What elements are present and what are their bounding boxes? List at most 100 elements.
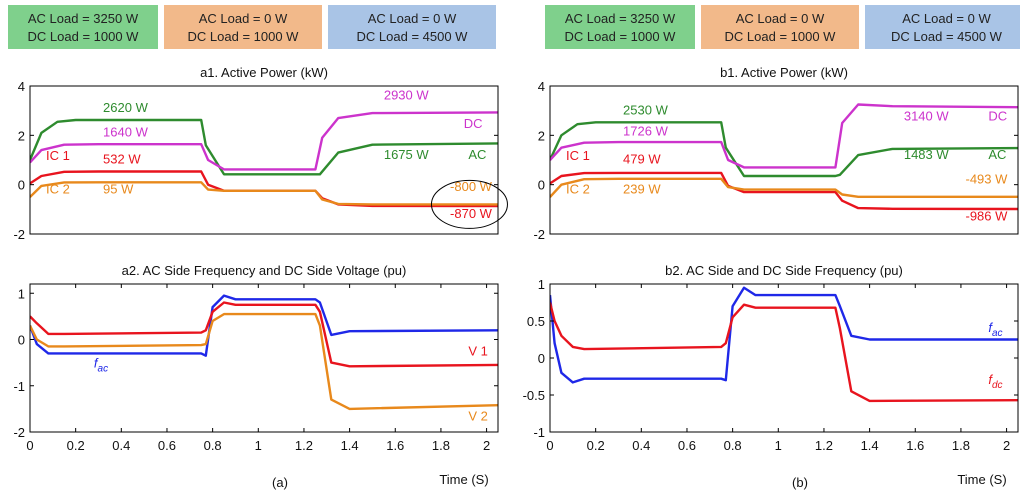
x-axis-label-a: Time (S) <box>439 472 488 487</box>
annotation-label: IC 1 <box>566 148 590 163</box>
load-box: AC Load = 0 W DC Load = 1000 W <box>701 5 859 49</box>
x-tick-label: 0.8 <box>724 438 742 453</box>
annotation-label: 1483 W <box>904 147 950 162</box>
x-tick-label: 1.2 <box>815 438 833 453</box>
chart-title: b2. AC Side and DC Side Frequency (pu) <box>665 263 903 278</box>
annotation-label: 1726 W <box>623 123 669 138</box>
x-tick-label: 1 <box>775 438 782 453</box>
annotation-label: fac <box>988 320 1002 339</box>
load-box-line1: AC Load = 3250 W <box>565 11 676 26</box>
annotation-label: 1640 W <box>103 125 149 140</box>
load-box-line1: AC Load = 0 W <box>902 11 991 26</box>
annotation-label: 2530 W <box>623 102 669 117</box>
x-tick-label: 2 <box>1003 438 1010 453</box>
annotation-subscript: ac <box>992 328 1003 339</box>
load-box-line2: DC Load = 1000 W <box>28 29 140 44</box>
load-box-line2: DC Load = 1000 W <box>565 29 677 44</box>
annotation-label: 239 W <box>623 181 661 196</box>
annotation-label: 1675 W <box>384 147 430 162</box>
plot-frame <box>549 283 1019 433</box>
y-tick-label: 0 <box>18 178 25 193</box>
chart-title: a2. AC Side Frequency and DC Side Voltag… <box>122 263 407 278</box>
load-box-line2: DC Load = 4500 W <box>891 29 1003 44</box>
annotation-label: -800 W <box>450 179 493 194</box>
y-tick-label: 0 <box>538 351 545 366</box>
panel-label-a: (a) <box>272 475 288 490</box>
series-line-blue <box>550 286 1018 384</box>
panel-label-b: (b) <box>792 475 808 490</box>
annotation-subscript: ac <box>98 363 109 374</box>
series-line-orange <box>550 177 1018 198</box>
series-line-green <box>30 118 498 176</box>
annotation-label: DC <box>464 116 483 131</box>
chart-b2: b2. AC Side and DC Side Frequency (pu) -1… <box>523 263 1019 453</box>
series-line-red <box>550 302 1018 403</box>
x-tick-label: 1.8 <box>432 438 450 453</box>
load-box-line1: AC Load = 0 W <box>736 11 825 26</box>
x-tick-label: 0.8 <box>204 438 222 453</box>
load-box-bg <box>328 5 496 49</box>
y-tick-label: 0 <box>18 333 25 348</box>
load-box: AC Load = 0 W DC Load = 4500 W <box>328 5 496 49</box>
x-tick-label: 1.8 <box>952 438 970 453</box>
chart-title: b1. Active Power (kW) <box>720 65 848 80</box>
load-box-bg <box>545 5 695 49</box>
annotation-label: 2930 W <box>384 88 430 103</box>
annotation-label: IC 2 <box>566 181 590 196</box>
annotation-label: 479 W <box>623 152 661 167</box>
chart-a1: a1. Active Power (kW) -2 0 2 4 2620 W 1640 W IC… <box>13 65 508 242</box>
load-box-line1: AC Load = 0 W <box>199 11 288 26</box>
y-tick-label: -1 <box>533 425 545 440</box>
x-tick-label: 0.4 <box>632 438 650 453</box>
series-line-red <box>30 170 498 208</box>
chart-a2: a2. AC Side Frequency and DC Side Voltag… <box>13 263 499 453</box>
x-tick-label: 0.2 <box>67 438 85 453</box>
annotation-main: f <box>988 320 993 335</box>
y-tick-label: -2 <box>13 425 25 440</box>
y-tick-label: 2 <box>18 128 25 143</box>
annotation-subscript: dc <box>992 380 1003 391</box>
plot-frame <box>29 85 499 235</box>
y-tick-label: -0.5 <box>523 388 545 403</box>
y-tick-label: -2 <box>13 227 25 242</box>
plot-frame <box>549 85 1019 235</box>
x-tick-label: 1.6 <box>386 438 404 453</box>
series-line-red <box>30 301 498 368</box>
highlight-ellipse <box>430 179 508 229</box>
load-box-bg <box>865 5 1020 49</box>
annotation-label: AC <box>988 147 1006 162</box>
load-box: AC Load = 0 W DC Load = 1000 W <box>164 5 322 49</box>
x-tick-label: 1.4 <box>341 438 359 453</box>
series-line-magenta <box>30 111 498 171</box>
x-tick-label: 0.4 <box>112 438 130 453</box>
x-tick-label: 1.6 <box>906 438 924 453</box>
series-line-magenta <box>550 103 1018 169</box>
load-box-line2: DC Load = 1000 W <box>725 29 837 44</box>
x-tick-label: 0.2 <box>587 438 605 453</box>
y-tick-label: -2 <box>533 227 545 242</box>
x-tick-label: 0 <box>546 438 553 453</box>
annotation-label: 95 W <box>103 181 134 196</box>
y-tick-label: 2 <box>538 128 545 143</box>
annotation-label: V 2 <box>468 408 488 423</box>
x-tick-label: 0.6 <box>678 438 696 453</box>
series-line-blue <box>30 294 498 357</box>
annotation-label: -493 W <box>965 171 1008 186</box>
y-tick-label: 4 <box>538 79 545 94</box>
y-tick-label: 1 <box>538 277 545 292</box>
annotation-main: f <box>94 355 99 370</box>
load-box: AC Load = 0 W DC Load = 4500 W <box>865 5 1020 49</box>
annotation-label: 2620 W <box>103 100 149 115</box>
x-tick-label: 2 <box>483 438 490 453</box>
load-box-bg <box>701 5 859 49</box>
x-tick-label: 1 <box>255 438 262 453</box>
load-box-line2: DC Load = 4500 W <box>357 29 469 44</box>
load-box-line1: AC Load = 0 W <box>368 11 457 26</box>
load-box-bg <box>164 5 322 49</box>
annotation-label: -986 W <box>965 208 1008 223</box>
series-line-orange <box>30 181 498 206</box>
annotation-label: V 1 <box>468 344 488 359</box>
series-line-orange <box>30 312 498 411</box>
annotation-label: fdc <box>988 372 1002 391</box>
